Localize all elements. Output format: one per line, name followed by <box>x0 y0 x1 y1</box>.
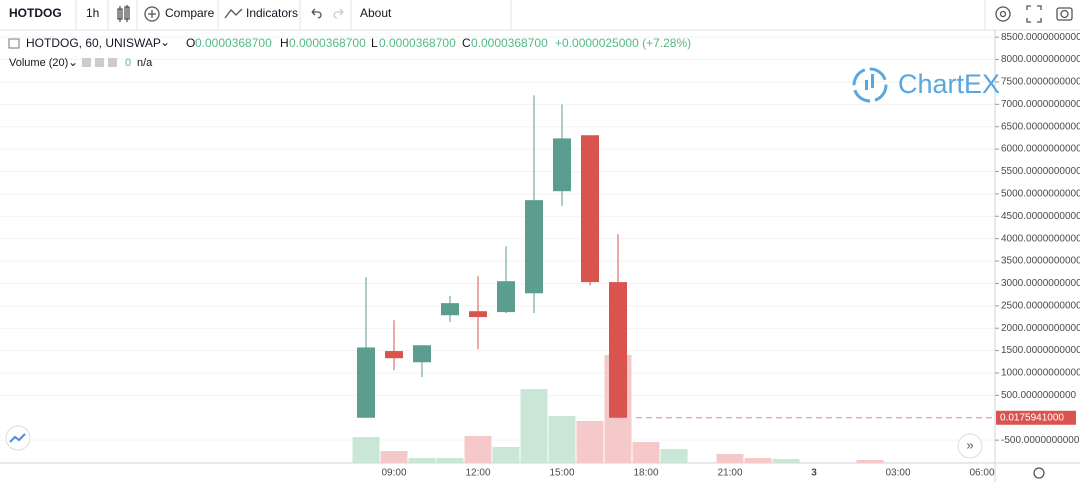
close-label: C <box>462 36 471 50</box>
volume-bar <box>464 436 492 463</box>
y-tick-label: 2500.0000000000 <box>1001 300 1080 311</box>
volume-settings-button[interactable] <box>95 58 104 67</box>
legend-title: HOTDOG, 60, UNISWAP <box>26 36 161 50</box>
candle-body <box>609 282 627 418</box>
volume-bar <box>436 458 464 463</box>
interval-button[interactable]: 1h <box>86 6 99 20</box>
weather-button[interactable] <box>5 425 31 451</box>
y-tick-label: 8500.0000000000 <box>1001 32 1080 43</box>
high-value: 0.0000368700 <box>289 36 366 50</box>
y-tick-label: 4000.0000000000 <box>1001 233 1080 244</box>
volume-bar <box>716 454 744 463</box>
svg-text:»: » <box>966 437 973 452</box>
y-tick-label: 5000.0000000000 <box>1001 189 1080 200</box>
axis-settings-button[interactable] <box>1033 467 1045 479</box>
compare-icon <box>144 6 160 22</box>
x-tick-label: 03:00 <box>885 468 910 479</box>
candle-body <box>469 311 487 318</box>
volume-bar <box>408 458 436 463</box>
volume-ma: n/a <box>137 57 153 69</box>
open-label: O <box>186 36 195 50</box>
indicators-button[interactable]: Indicators <box>246 6 298 20</box>
x-tick-label: 15:00 <box>549 468 574 479</box>
y-tick-label: 7000.0000000000 <box>1001 99 1080 110</box>
logo-text: ChartEX <box>898 69 1000 99</box>
volume-bar <box>632 442 660 463</box>
legend-menu[interactable]: ⌄ <box>160 35 170 49</box>
logo: ChartEX <box>852 67 1000 103</box>
volume-bar <box>380 451 408 463</box>
y-tick-label: 500.0000000000 <box>1001 390 1077 401</box>
x-tick-label: 3 <box>811 468 817 479</box>
y-tick-label: 7500.0000000000 <box>1001 77 1080 88</box>
logo-icon-bar <box>871 74 874 88</box>
y-tick-label: 1500.0000000000 <box>1001 345 1080 356</box>
y-tick-label: 6000.0000000000 <box>1001 144 1080 155</box>
x-tick-label: 09:00 <box>381 468 406 479</box>
collapse-icon[interactable] <box>8 38 20 49</box>
y-tick-label: 2000.0000000000 <box>1001 323 1080 334</box>
x-tick-label: 21:00 <box>717 468 742 479</box>
volume-bar <box>520 389 548 463</box>
volume-bar <box>352 437 380 463</box>
volume-remove-button[interactable] <box>108 58 117 67</box>
logo-icon-bar <box>865 80 868 90</box>
symbol-button[interactable]: HOTDOG <box>9 6 62 20</box>
undo-button[interactable] <box>311 8 322 19</box>
low-value: 0.0000368700 <box>379 36 456 50</box>
legend: HOTDOG, 60, UNISWAP ⌄ O 0.0000368700 H 0… <box>8 35 691 69</box>
about-button[interactable]: About <box>360 6 392 20</box>
close-value: 0.0000368700 <box>471 36 548 50</box>
y-tick-label: -500.0000000000 <box>1001 435 1080 446</box>
candle-body <box>581 135 599 283</box>
last-price-box <box>996 410 1076 425</box>
change-value: +0.0000025000 (+7.28%) <box>555 36 691 50</box>
toolbar: HOTDOG 1h Compare Indicators About <box>0 0 1080 31</box>
high-label: H <box>280 36 289 50</box>
volume-bar <box>576 421 604 463</box>
low-label: L <box>371 36 378 50</box>
volume-bar <box>772 459 800 463</box>
candle-body <box>525 200 543 294</box>
y-tick-label: 1000.0000000000 <box>1001 368 1080 379</box>
x-tick-label: 18:00 <box>633 468 658 479</box>
screenshot-button[interactable] <box>1056 7 1073 21</box>
settings-button[interactable] <box>995 6 1011 22</box>
y-tick-label: 3500.0000000000 <box>1001 256 1080 267</box>
volume-eye-button[interactable] <box>82 58 91 67</box>
volume-bar <box>856 460 884 463</box>
y-tick-label: 5500.0000000000 <box>1001 166 1080 177</box>
last-price-label: 0.0175941000 <box>1000 412 1064 423</box>
redo-button[interactable] <box>333 8 344 19</box>
volume-bar <box>492 447 520 463</box>
y-tick-label: 3000.0000000000 <box>1001 278 1080 289</box>
candle-body <box>385 351 403 359</box>
candle-body <box>413 345 431 363</box>
fullscreen-button[interactable] <box>1026 5 1042 23</box>
chart-style-button[interactable] <box>117 5 130 22</box>
compare-button[interactable]: Compare <box>165 6 215 20</box>
candle-body <box>357 347 375 418</box>
candle-body <box>441 303 459 316</box>
volume-menu[interactable]: ⌄ <box>68 55 78 69</box>
open-value: 0.0000368700 <box>195 36 272 50</box>
plot-area <box>0 36 995 463</box>
logo-icon <box>852 67 888 103</box>
y-tick-label: 8000.0000000000 <box>1001 54 1080 65</box>
indicators-icon <box>224 8 243 19</box>
x-tick-label: 06:00 <box>969 468 994 479</box>
x-tick-label: 12:00 <box>465 468 490 479</box>
scroll-to-end-button[interactable]: » <box>957 433 983 459</box>
volume-value: 0 <box>125 57 131 69</box>
candle-body <box>553 138 571 192</box>
y-tick-label: 6500.0000000000 <box>1001 121 1080 132</box>
volume-title: Volume (20) <box>9 57 68 69</box>
volume-bar <box>744 458 772 463</box>
y-tick-label: 4500.0000000000 <box>1001 211 1080 222</box>
volume-bar <box>548 416 576 463</box>
candle-body <box>497 281 515 313</box>
volume-bar <box>660 449 688 463</box>
